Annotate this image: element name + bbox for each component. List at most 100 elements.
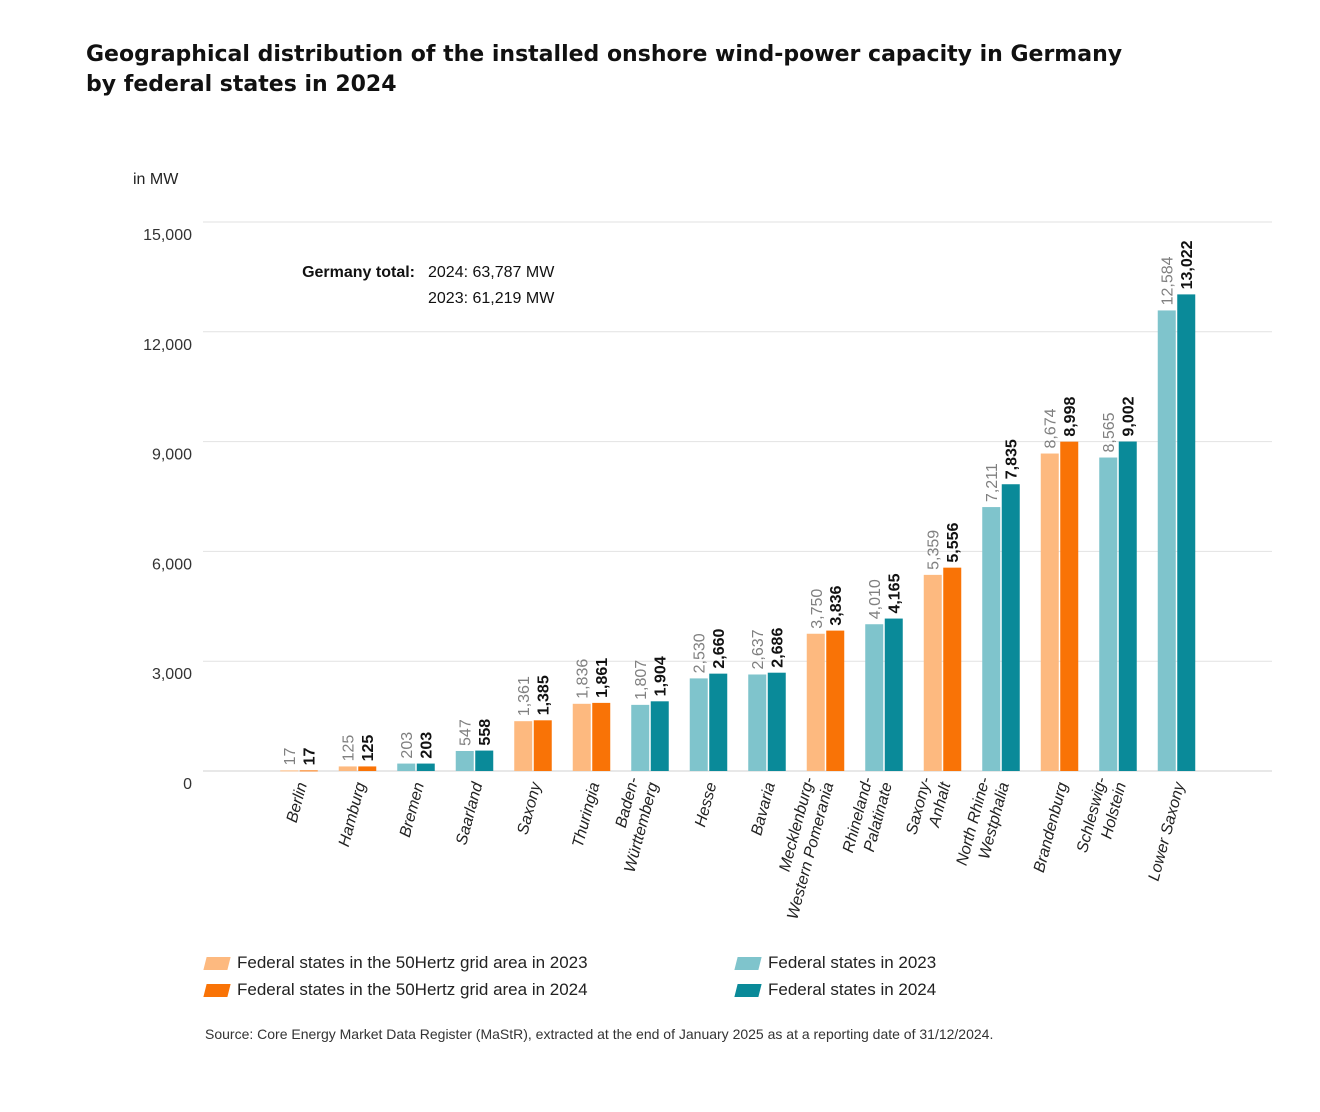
- bar-2024: [1177, 294, 1196, 771]
- y-axis-ticks: 0 3,000 6,000 9,000 12,000 15,000: [143, 227, 192, 793]
- value-label-2024: 125: [360, 735, 377, 762]
- value-label-2024: 8,998: [1062, 397, 1079, 437]
- x-axis-label: Thuringia: [570, 781, 604, 850]
- value-label-2023: 2,530: [692, 633, 709, 673]
- bar-2024: [884, 618, 903, 771]
- value-label-2023: 203: [399, 732, 416, 759]
- bar-2024: [475, 750, 494, 771]
- bar-2023: [397, 763, 416, 771]
- x-axis-label: Bremen: [397, 781, 428, 840]
- y-tick-label: 6,000: [152, 556, 192, 573]
- bar-2024: [650, 701, 669, 771]
- y-tick-label: 9,000: [152, 447, 192, 464]
- legend-label-50hertz-2024: Federal states in the 50Hertz grid area …: [237, 980, 588, 999]
- bar-2023: [1099, 457, 1118, 771]
- source-note: Source: Core Energy Market Data Register…: [205, 1026, 994, 1042]
- value-label-2024: 5,556: [945, 523, 962, 563]
- x-axis-label: Saarland: [453, 780, 486, 847]
- chart-title-line-1: Geographical distribution of the install…: [86, 42, 1123, 67]
- legend-item-50hertz-2023: Federal states in the 50Hertz grid area …: [203, 953, 588, 973]
- legend-swatch-50hertz-2023: [203, 956, 231, 970]
- legend-item-50hertz-2024: Federal states in the 50Hertz grid area …: [203, 980, 588, 1000]
- legend-swatch-federal-2023: [734, 956, 762, 970]
- germany-total-2023: 2023: 61,219 MW: [428, 290, 555, 307]
- legend-swatch-federal-2024: [734, 983, 762, 997]
- value-label-2024: 7,835: [1004, 439, 1021, 479]
- value-label-2024: 2,686: [770, 628, 787, 668]
- y-tick-label: 12,000: [143, 337, 192, 354]
- value-label-2023: 8,674: [1043, 408, 1060, 448]
- x-axis-label-line: Saxony: [515, 780, 545, 837]
- bar-2023: [455, 750, 474, 771]
- value-label-2023: 5,359: [926, 530, 943, 570]
- bar-2024: [533, 720, 552, 771]
- x-axis-label: Baden-Württemberg: [613, 775, 662, 874]
- value-label-2023: 7,211: [984, 463, 1001, 502]
- x-axis-label-line: Saarland: [453, 780, 486, 847]
- x-axis-label-line: Bremen: [397, 781, 428, 840]
- bar-2023: [806, 633, 825, 771]
- bar-2023: [982, 507, 1001, 771]
- x-axis-label: Berlin: [284, 781, 311, 825]
- legend-item-federal-2024: Federal states in 2024: [734, 980, 936, 1000]
- bar-2023: [1157, 310, 1176, 771]
- value-label-2024: 17: [302, 747, 319, 765]
- value-label-2024: 9,002: [1121, 396, 1138, 436]
- y-axis-unit-label: in MW: [133, 171, 179, 188]
- bar-2023: [280, 770, 299, 772]
- x-axis-label: Schleswig-Holstein: [1074, 775, 1130, 854]
- germany-total-2024: 2024: 63,787 MW: [428, 264, 555, 281]
- bar-2023: [572, 703, 591, 771]
- bar-2023: [514, 721, 533, 771]
- x-axis-label-line: Bavaria: [748, 781, 778, 838]
- bars: [280, 294, 1196, 772]
- value-label-2024: 2,660: [711, 629, 728, 669]
- bar-2024: [826, 630, 845, 771]
- chart-title: Geographical distribution of the install…: [86, 40, 1236, 100]
- value-label-2023: 8,565: [1101, 412, 1118, 452]
- value-label-2024: 3,836: [828, 585, 845, 625]
- y-tick-label: 0: [183, 776, 192, 793]
- value-label-2023: 1,836: [575, 659, 592, 699]
- value-label-2024: 203: [419, 732, 436, 759]
- bar-2023: [338, 766, 357, 771]
- value-label-2023: 1,361: [516, 676, 533, 716]
- value-label-2023: 17: [282, 747, 299, 765]
- bar-2024: [592, 702, 611, 771]
- x-axis-label: Saxony-Anhalt: [903, 775, 954, 836]
- x-axis-labels: Berlin Hamburg Bremen Saarland Saxony Thuring…: [284, 775, 1189, 921]
- value-label-2024: 1,861: [594, 658, 611, 698]
- x-axis-label-line: Berlin: [284, 781, 311, 825]
- value-label-2023: 12,584: [1160, 256, 1177, 305]
- bar-2024: [767, 672, 786, 771]
- bar-2023: [923, 574, 942, 771]
- value-label-2024: 13,022: [1179, 240, 1196, 289]
- bar-2024: [1001, 484, 1020, 771]
- x-axis-label: Rhineland-Palatinate: [840, 775, 896, 854]
- x-axis-label: Mecklenburg-Western Pomerania: [777, 775, 838, 921]
- x-axis-label-line: Thuringia: [570, 781, 604, 850]
- x-axis-label: Hesse: [692, 781, 720, 829]
- value-label-2024: 1,904: [653, 656, 670, 696]
- x-axis-label: Saxony: [515, 780, 545, 837]
- bar-2024: [358, 766, 377, 771]
- bar-2024: [1060, 441, 1079, 771]
- value-label-2023: 547: [458, 719, 475, 746]
- x-axis-label-line: Hamburg: [336, 781, 369, 849]
- value-label-2024: 4,165: [887, 573, 904, 613]
- legend-label-50hertz-2023: Federal states in the 50Hertz grid area …: [237, 953, 588, 972]
- bar-2024: [1118, 441, 1137, 771]
- x-axis-label-line: Brandenburg: [1031, 781, 1071, 875]
- value-label-2023: 1,807: [633, 660, 650, 700]
- value-label-2023: 2,637: [750, 629, 767, 669]
- bar-2023: [689, 678, 708, 771]
- y-tick-label: 3,000: [152, 666, 192, 683]
- value-label-2023: 3,750: [809, 589, 826, 629]
- x-axis-label: Hamburg: [336, 781, 369, 849]
- bar-2024: [709, 673, 728, 771]
- bar-chart: in MW 0 3,000 6,000 9,000 12,000 15,000 Germa…: [133, 171, 1272, 921]
- bar-2024: [943, 567, 962, 771]
- x-axis-label: Brandenburg: [1031, 781, 1071, 875]
- bar-2023: [631, 704, 650, 771]
